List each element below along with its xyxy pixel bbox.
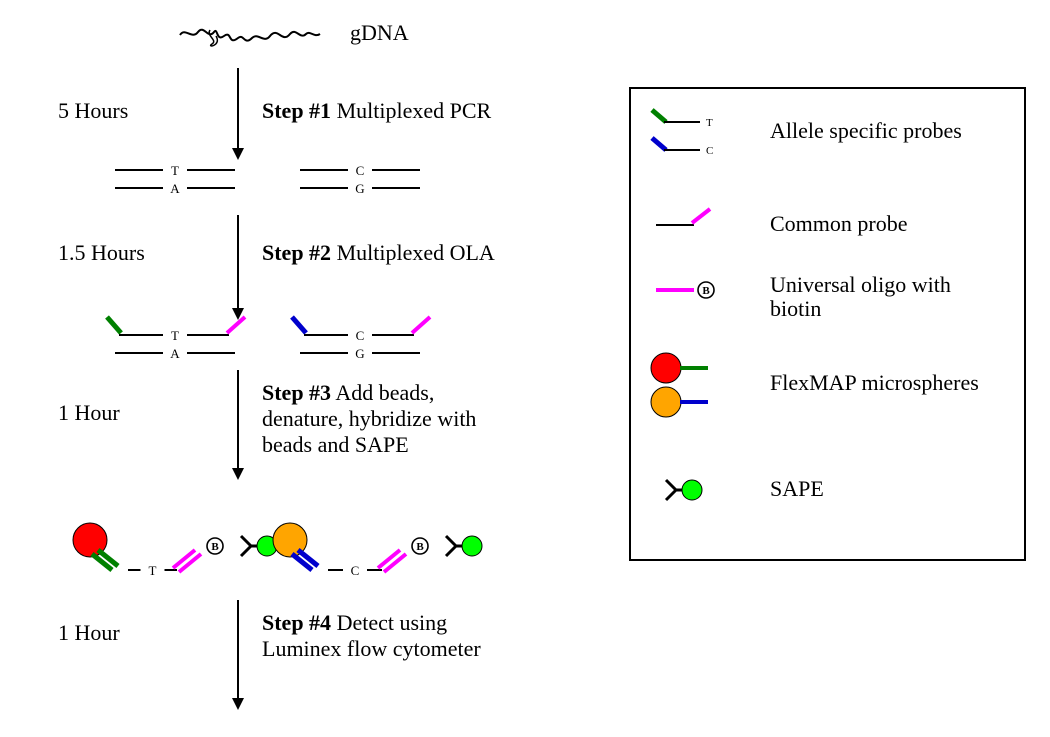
biotin-letter: B <box>416 541 424 553</box>
legend-icon <box>651 353 681 383</box>
step-label-line: beads and SAPE <box>262 432 409 457</box>
time-label: 5 Hours <box>58 98 128 123</box>
base-label: G <box>355 346 364 361</box>
base-label: C <box>356 163 365 178</box>
gdna-label: gDNA <box>350 20 409 45</box>
base-label: C <box>351 563 360 578</box>
canvas-bg <box>0 0 1050 737</box>
time-label: 1 Hour <box>58 400 120 425</box>
biotin-letter: B <box>211 541 219 553</box>
time-label: 1.5 Hours <box>58 240 145 265</box>
legend-label: SAPE <box>770 476 824 501</box>
legend-icon <box>651 387 681 417</box>
biotin-letter: B <box>702 285 710 297</box>
legend-label: Universal oligo with <box>770 272 951 297</box>
base-label: C <box>356 328 365 343</box>
time-label: 1 Hour <box>58 620 120 645</box>
legend-label: Allele specific probes <box>770 118 962 143</box>
step-label: Step #1 Multiplexed PCR <box>262 98 492 123</box>
legend-label: biotin <box>770 296 821 321</box>
step-label-line: denature, hybridize with <box>262 406 476 431</box>
sape-dot <box>682 480 702 500</box>
legend-mini-label: T <box>706 117 713 129</box>
step-label-line: Luminex flow cytometer <box>262 636 481 661</box>
base-label: A <box>170 181 180 196</box>
base-label: T <box>149 563 157 578</box>
legend-label: FlexMAP microspheres <box>770 370 979 395</box>
base-label: T <box>171 328 179 343</box>
step-label: Step #2 Multiplexed OLA <box>262 240 495 265</box>
step-label: Step #4 Detect using <box>262 610 447 635</box>
legend-label: Common probe <box>770 211 908 236</box>
sape-dot <box>462 536 482 556</box>
legend-mini-label: C <box>706 145 713 157</box>
step-label: Step #3 Add beads, <box>262 380 434 405</box>
base-label: A <box>170 346 180 361</box>
base-label: T <box>171 163 179 178</box>
base-label: G <box>355 181 364 196</box>
